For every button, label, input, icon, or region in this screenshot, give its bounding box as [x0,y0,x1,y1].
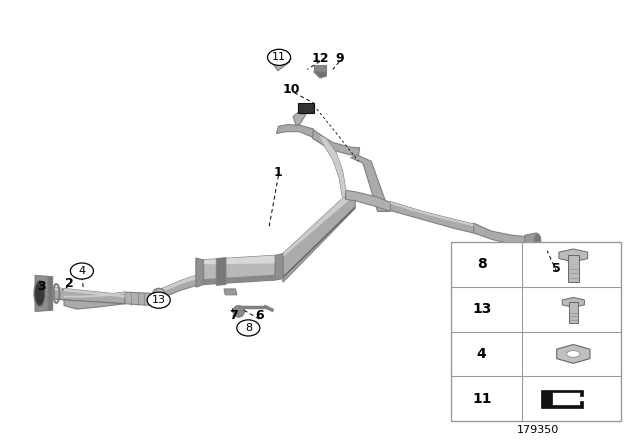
Text: 11: 11 [472,392,492,406]
Ellipse shape [534,234,541,247]
Text: 11: 11 [272,52,286,62]
Text: 8: 8 [244,323,252,333]
FancyBboxPatch shape [451,242,621,421]
Circle shape [268,49,291,65]
Text: 8: 8 [477,257,486,271]
Polygon shape [298,104,308,114]
Polygon shape [276,125,314,137]
Polygon shape [35,276,52,311]
Polygon shape [569,302,578,323]
Polygon shape [474,223,525,246]
Text: 13: 13 [152,295,166,305]
Polygon shape [293,111,306,125]
Polygon shape [204,275,275,284]
Polygon shape [125,292,154,306]
Polygon shape [312,131,360,156]
Text: 5: 5 [552,262,561,276]
Text: 7: 7 [229,309,238,323]
Polygon shape [562,297,584,307]
Polygon shape [525,233,538,247]
Polygon shape [48,276,52,310]
Polygon shape [312,130,346,198]
Text: 3: 3 [37,280,46,293]
Polygon shape [390,202,474,233]
Polygon shape [154,273,205,304]
Polygon shape [541,390,583,408]
Text: 4: 4 [477,347,486,361]
Text: 10: 10 [282,83,300,96]
Ellipse shape [233,306,244,317]
Text: 179350: 179350 [516,425,559,435]
FancyBboxPatch shape [298,103,314,113]
Text: 4: 4 [78,266,86,276]
Polygon shape [346,190,390,211]
Polygon shape [559,249,588,262]
Polygon shape [204,255,275,264]
Polygon shape [216,258,226,285]
Polygon shape [64,292,125,309]
Text: 13: 13 [472,302,492,316]
Text: 12: 12 [311,52,329,65]
Polygon shape [274,57,290,71]
Polygon shape [319,135,346,198]
Ellipse shape [34,280,45,307]
Polygon shape [54,288,125,304]
Polygon shape [204,255,275,284]
Ellipse shape [566,350,580,358]
Circle shape [237,320,260,336]
Polygon shape [275,254,283,280]
Polygon shape [282,55,291,62]
Polygon shape [154,273,205,296]
Polygon shape [351,155,389,211]
Polygon shape [54,288,125,297]
Polygon shape [390,202,474,226]
Circle shape [70,263,93,279]
Text: 2: 2 [65,276,74,290]
Polygon shape [196,258,204,287]
Text: 1: 1 [274,166,283,179]
Polygon shape [224,289,237,295]
Polygon shape [283,193,355,282]
Circle shape [147,292,170,308]
Polygon shape [283,206,355,279]
Polygon shape [54,299,125,304]
Polygon shape [314,65,326,72]
Polygon shape [283,193,355,257]
Polygon shape [314,72,326,78]
Ellipse shape [35,282,44,305]
Polygon shape [568,255,579,282]
Polygon shape [64,292,125,297]
Text: 9: 9 [335,52,344,65]
Text: 6: 6 [255,309,264,323]
Polygon shape [557,345,590,363]
